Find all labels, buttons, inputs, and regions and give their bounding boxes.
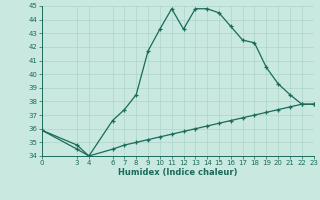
X-axis label: Humidex (Indice chaleur): Humidex (Indice chaleur)	[118, 168, 237, 177]
